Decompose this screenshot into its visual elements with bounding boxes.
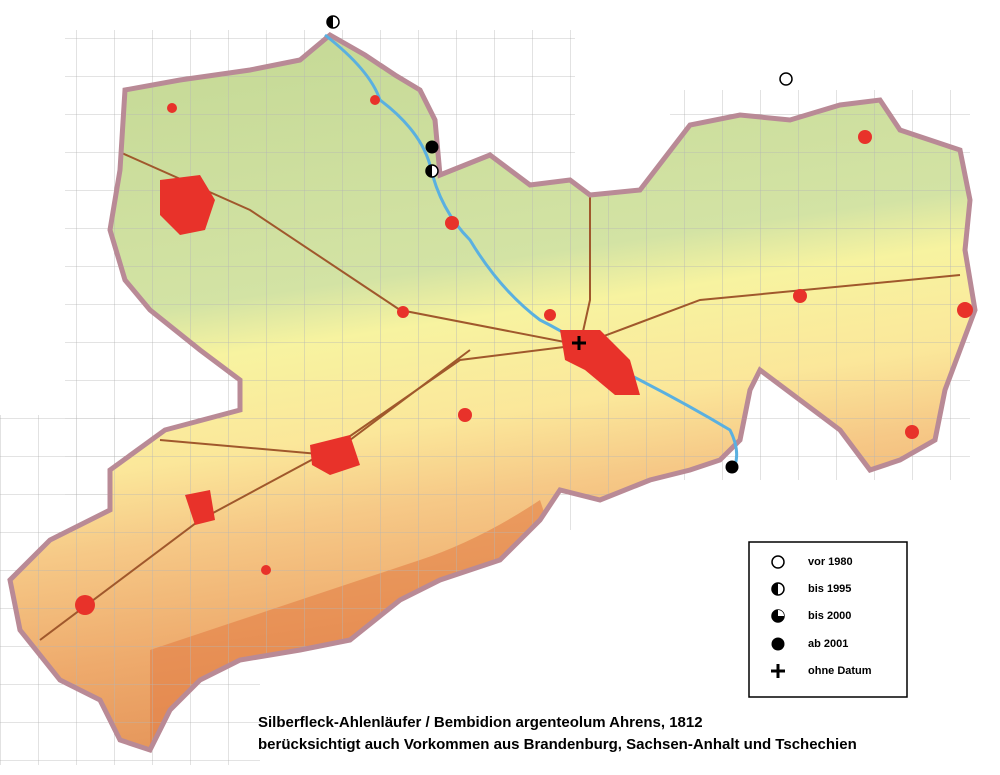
legend-label: vor 1980 — [808, 556, 853, 568]
legend: vor 1980 bis 1995 bis 2000 ab 2001 ohne … — [748, 541, 908, 698]
legend-label: bis 1995 — [808, 583, 851, 595]
river — [324, 33, 739, 466]
legend-label: bis 2000 — [808, 610, 851, 622]
legend-label: ab 2001 — [808, 638, 848, 650]
caption-title: Silberfleck-Ahlenläufer / Bembidion arge… — [258, 714, 703, 731]
occurrences — [326, 15, 793, 474]
legend-label: ohne Datum — [808, 665, 872, 677]
caption-note: berücksichtigt auch Vorkommen aus Brande… — [258, 736, 857, 753]
